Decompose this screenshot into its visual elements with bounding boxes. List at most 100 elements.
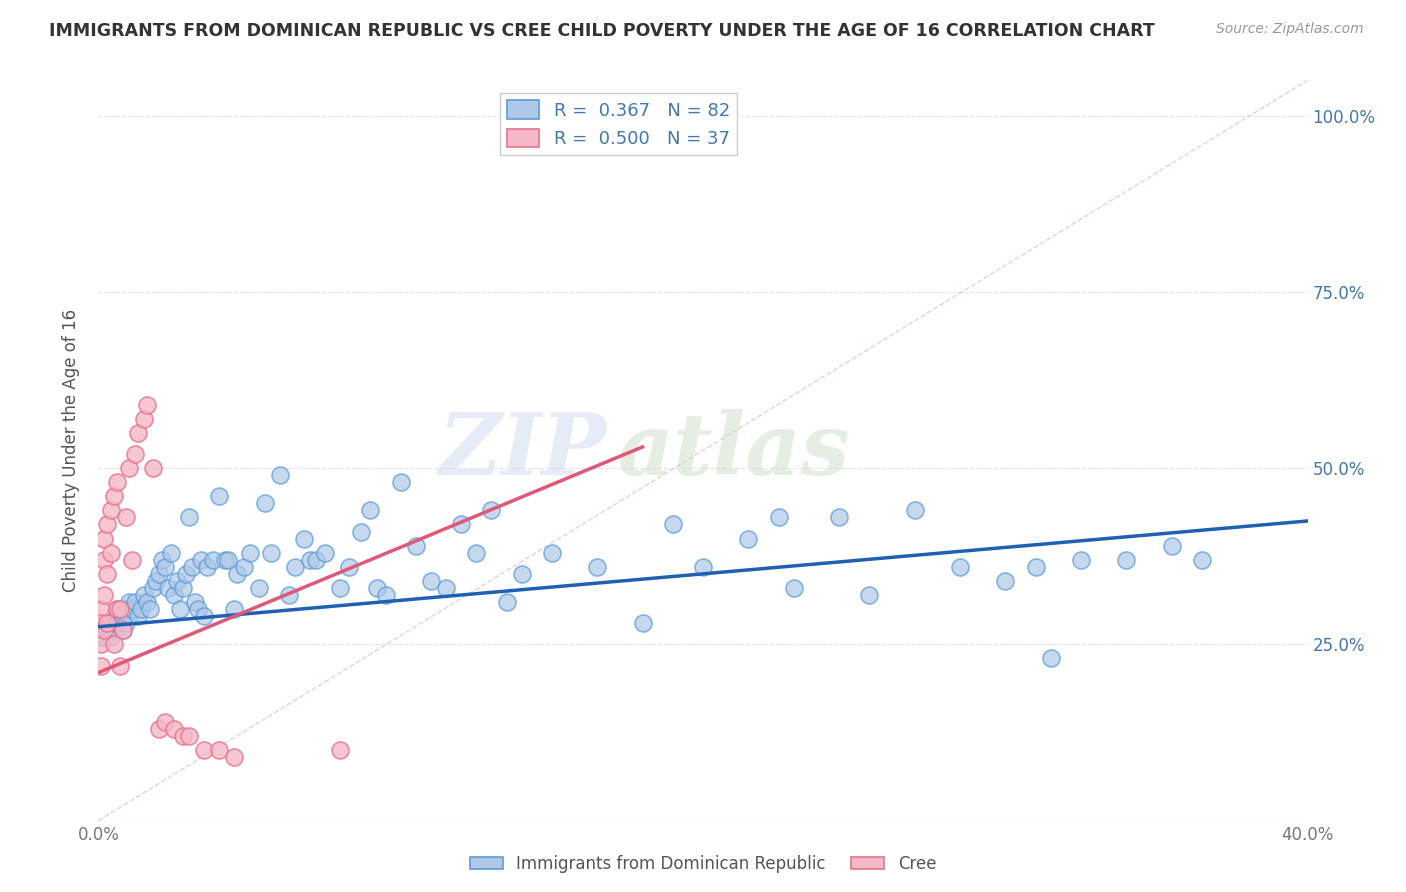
Point bbox=[737, 532, 759, 546]
Point bbox=[495, 595, 517, 609]
Point bbox=[135, 595, 157, 609]
Point bbox=[405, 539, 427, 553]
Text: IMMIGRANTS FROM DOMINICAN REPUBLIC VS CREE CHILD POVERTY UNDER THE AGE OF 16 COR: IMMIGRANTS FROM DOMINICAN REPUBLIC VS CR… bbox=[49, 22, 1154, 40]
Point bbox=[108, 602, 131, 616]
Point bbox=[145, 574, 167, 588]
Text: ZIP: ZIP bbox=[439, 409, 606, 492]
Point bbox=[100, 503, 122, 517]
Point bbox=[661, 517, 683, 532]
Point bbox=[208, 489, 231, 503]
Point bbox=[103, 489, 125, 503]
Point bbox=[93, 624, 115, 638]
Point bbox=[105, 475, 128, 490]
Point bbox=[783, 581, 806, 595]
Point bbox=[299, 553, 322, 567]
Point bbox=[90, 624, 112, 638]
Point bbox=[121, 602, 143, 616]
Point bbox=[93, 630, 115, 644]
Point bbox=[153, 559, 176, 574]
Point bbox=[114, 602, 136, 616]
Point bbox=[540, 546, 562, 560]
Point bbox=[277, 588, 299, 602]
Point bbox=[114, 510, 136, 524]
Legend: R =  0.367   N = 82, R =  0.500   N = 37: R = 0.367 N = 82, R = 0.500 N = 37 bbox=[499, 93, 737, 155]
Point bbox=[100, 616, 122, 631]
Point bbox=[195, 559, 218, 574]
Point bbox=[124, 447, 146, 461]
Point bbox=[127, 609, 149, 624]
Point bbox=[142, 461, 165, 475]
Point bbox=[103, 637, 125, 651]
Point bbox=[586, 559, 609, 574]
Point bbox=[103, 609, 125, 624]
Point bbox=[214, 553, 236, 567]
Point bbox=[284, 559, 307, 574]
Point bbox=[93, 532, 115, 546]
Point bbox=[366, 581, 388, 595]
Point bbox=[124, 595, 146, 609]
Point bbox=[329, 581, 352, 595]
Point bbox=[828, 510, 851, 524]
Point bbox=[93, 588, 115, 602]
Point bbox=[139, 602, 162, 616]
Point bbox=[329, 743, 352, 757]
Point bbox=[217, 553, 239, 567]
Point bbox=[100, 546, 122, 560]
Point bbox=[108, 616, 131, 631]
Point bbox=[949, 559, 972, 574]
Point bbox=[420, 574, 443, 588]
Point bbox=[111, 609, 134, 624]
Point bbox=[190, 553, 212, 567]
Point bbox=[510, 566, 533, 581]
Point bbox=[768, 510, 790, 524]
Point bbox=[93, 553, 115, 567]
Legend: Immigrants from Dominican Republic, Cree: Immigrants from Dominican Republic, Cree bbox=[463, 848, 943, 880]
Point bbox=[156, 581, 179, 595]
Point bbox=[127, 425, 149, 440]
Point bbox=[208, 743, 231, 757]
Point bbox=[239, 546, 262, 560]
Point bbox=[202, 553, 225, 567]
Point bbox=[111, 624, 134, 638]
Point bbox=[108, 658, 131, 673]
Point bbox=[148, 566, 170, 581]
Point bbox=[90, 616, 112, 631]
Point bbox=[179, 510, 201, 524]
Point bbox=[1160, 539, 1182, 553]
Point bbox=[150, 553, 173, 567]
Point bbox=[166, 574, 188, 588]
Point bbox=[1039, 651, 1062, 665]
Point bbox=[148, 722, 170, 736]
Point bbox=[169, 602, 191, 616]
Point bbox=[114, 616, 136, 631]
Point bbox=[360, 503, 382, 517]
Point bbox=[105, 602, 128, 616]
Point bbox=[350, 524, 373, 539]
Point bbox=[90, 602, 112, 616]
Point bbox=[179, 729, 201, 743]
Point bbox=[96, 566, 118, 581]
Point bbox=[226, 566, 249, 581]
Point bbox=[129, 602, 152, 616]
Point bbox=[93, 624, 115, 638]
Y-axis label: Child Poverty Under the Age of 16: Child Poverty Under the Age of 16 bbox=[62, 309, 80, 592]
Point bbox=[135, 398, 157, 412]
Point bbox=[172, 729, 194, 743]
Point bbox=[163, 588, 186, 602]
Point bbox=[269, 468, 291, 483]
Point bbox=[90, 637, 112, 651]
Point bbox=[142, 581, 165, 595]
Point bbox=[260, 546, 283, 560]
Point bbox=[96, 616, 118, 631]
Point bbox=[96, 517, 118, 532]
Point bbox=[108, 609, 131, 624]
Point bbox=[96, 624, 118, 638]
Point bbox=[163, 722, 186, 736]
Point bbox=[1115, 553, 1137, 567]
Point bbox=[1024, 559, 1046, 574]
Point bbox=[105, 602, 128, 616]
Point bbox=[181, 559, 204, 574]
Point bbox=[118, 595, 141, 609]
Point bbox=[389, 475, 412, 490]
Point bbox=[184, 595, 207, 609]
